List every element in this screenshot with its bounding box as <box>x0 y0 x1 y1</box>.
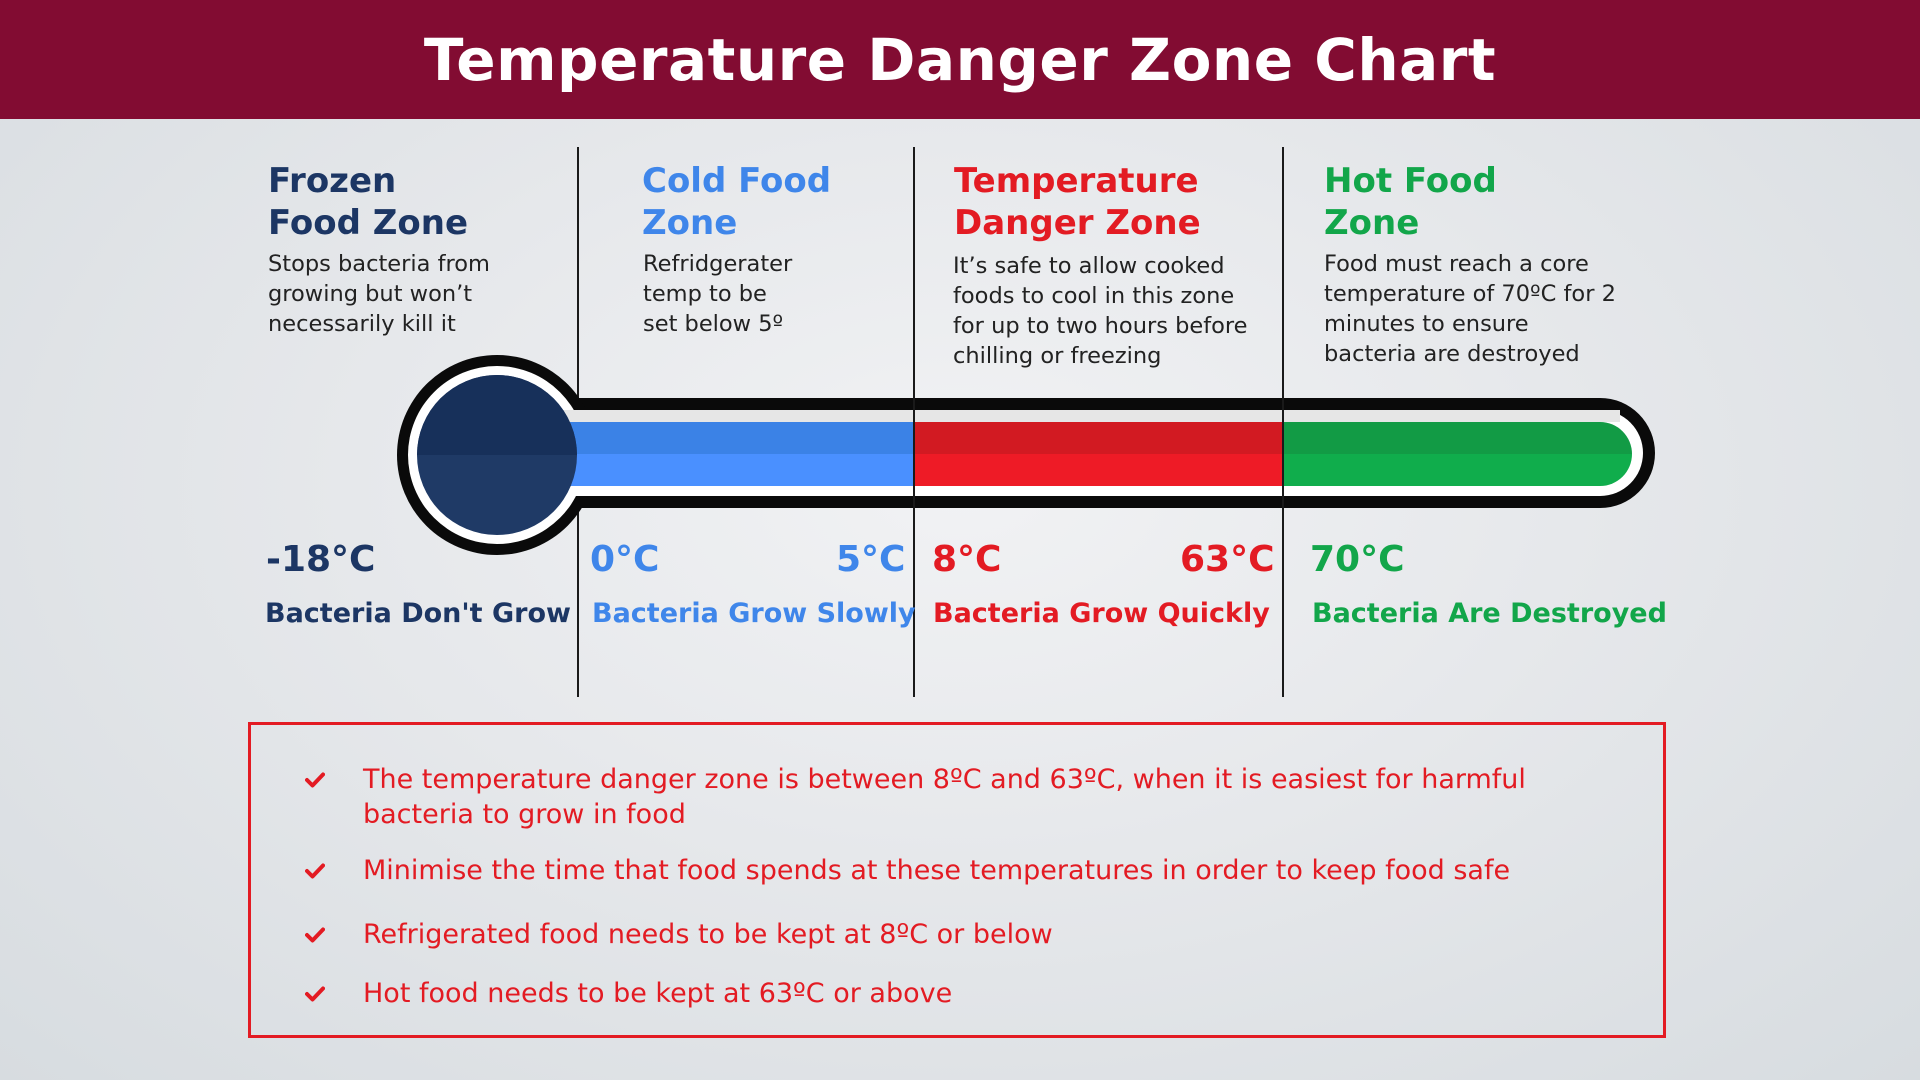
checkmark-icon <box>305 853 333 888</box>
divider-line <box>1282 147 1284 697</box>
info-text: Minimise the time that food spends at th… <box>363 855 1511 886</box>
zone-title: Temperature Danger Zone <box>954 161 1201 243</box>
zone-caption: Bacteria Don't Grow <box>265 598 571 629</box>
page-title: Temperature Danger Zone Chart <box>423 25 1497 94</box>
temp-end: 5°C <box>836 539 906 580</box>
info-item: Minimise the time that food spends at th… <box>305 853 1623 888</box>
zone-description: Stops bacteria from growing but won’t ne… <box>268 251 490 337</box>
zone-description: Refridgerater temp to be set below 5º <box>643 251 793 337</box>
divider-line <box>577 147 579 697</box>
zone-description: Food must reach a core temperature of 70… <box>1324 251 1616 367</box>
info-text: Refrigerated food needs to be kept at 8º… <box>363 919 1053 950</box>
zone-caption: Bacteria Grow Slowly <box>592 598 916 629</box>
checkmark-icon <box>305 976 333 1011</box>
header-banner: Temperature Danger Zone Chart <box>0 0 1920 119</box>
zone-caption: Bacteria Are Destroyed <box>1312 598 1667 629</box>
checkmark-icon <box>305 762 333 797</box>
temp-start: 8°C <box>932 539 1002 580</box>
zone-title: Cold Food Zone <box>642 161 832 243</box>
zone-description: It’s safe to allow cooked foods to cool … <box>953 253 1248 369</box>
temp-start: 70°C <box>1310 539 1405 580</box>
info-item: Refrigerated food needs to be kept at 8º… <box>305 917 1623 952</box>
zone-caption: Bacteria Grow Quickly <box>933 598 1270 629</box>
zone-title: Hot Food Zone <box>1324 161 1497 243</box>
checkmark-icon <box>305 917 333 952</box>
info-item: The temperature danger zone is between 8… <box>305 762 1623 832</box>
temp-start: 0°C <box>590 539 660 580</box>
info-item: Hot food needs to be kept at 63ºC or abo… <box>305 976 1623 1011</box>
temp-end: 63°C <box>1180 539 1275 580</box>
info-text: The temperature danger zone is between 8… <box>363 764 1526 830</box>
zone-title: Frozen Food Zone <box>268 161 469 243</box>
info-text: Hot food needs to be kept at 63ºC or abo… <box>363 978 953 1009</box>
info-box: The temperature danger zone is between 8… <box>248 722 1666 1038</box>
temp-start: -18°C <box>266 539 376 580</box>
